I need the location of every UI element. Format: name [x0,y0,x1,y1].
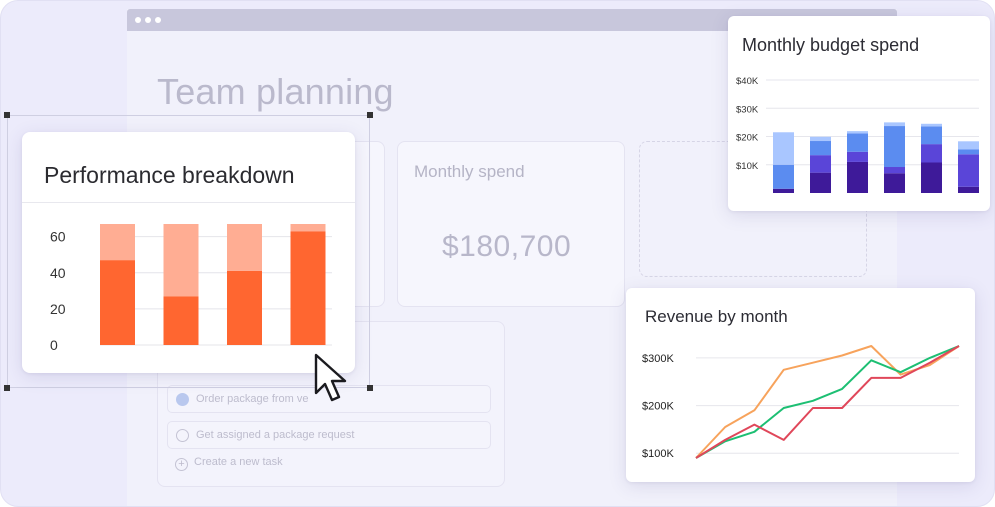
bar-segment [847,133,868,152]
mouse-pointer-icon [314,353,347,402]
resize-handle[interactable] [4,112,10,118]
bar-segment [773,188,794,193]
window-dot-icon [145,17,151,23]
revenue-card[interactable]: Revenue by month $100K $200K $300K [626,288,975,482]
bar-segment [290,224,326,232]
y-tick-label: $100K [642,448,674,460]
y-tick-label: $20K [736,133,759,144]
y-tick-label: $40K [736,76,759,87]
y-tick-label: 0 [50,337,58,353]
window-dot-icon [135,17,141,23]
y-tick-label: 60 [50,229,66,245]
create-task-button[interactable]: + Create a new task [175,456,283,471]
bar-segment [847,131,868,134]
bar-segment [100,224,135,261]
performance-breakdown-card[interactable]: Performance breakdown 0 20 40 60 [22,132,355,373]
task-label: Get assigned a package request [196,429,355,441]
bar-segment [884,122,905,127]
y-tick-label: $10K [736,161,759,172]
resize-handle[interactable] [4,385,10,391]
bar-segment [163,224,199,297]
bar-segment [773,132,794,165]
bar-segment [847,161,868,193]
window-title-bar [127,9,897,31]
bar-segment [884,173,905,193]
revenue-chart-title: Revenue by month [645,307,788,326]
bar-segment [810,172,831,193]
bar-segment [810,141,831,156]
y-tick-label: $30K [736,104,759,115]
bar-segment [884,126,905,168]
series-line [695,345,960,459]
window-dot-icon [155,17,161,23]
bar-segment [921,144,942,163]
bar-segment [958,149,979,155]
y-tick-label: 40 [50,265,66,281]
y-tick-label: $300K [642,353,674,365]
performance-chart: 0 20 40 60 [50,224,332,353]
bar-segment [100,260,135,345]
performance-chart-title: Performance breakdown [44,162,295,188]
task-row[interactable]: Get assigned a package request [167,421,491,449]
bar-segment [958,186,979,193]
task-label: Order package from ve [196,393,309,405]
monthly-spend-value: $180,700 [442,230,572,263]
bar-segment [958,141,979,150]
bar-segment [290,231,326,345]
bar-segment [773,164,794,189]
bar-segment [227,224,262,271]
plus-icon: + [175,458,188,471]
budget-chart-title: Monthly budget spend [742,35,920,55]
bar-segment [163,296,199,345]
monthly-budget-card[interactable]: Monthly budget spend $10K $20K $30K $40K [728,16,990,211]
unchecked-circle-icon[interactable] [176,429,189,442]
monthly-spend-card[interactable]: Monthly spend $180,700 [397,141,625,307]
revenue-chart: $100K $200K $300K [642,345,960,460]
selection-outline[interactable] [4,112,373,391]
bar-segment [847,151,868,162]
create-task-label: Create a new task [194,456,283,468]
bar-segment [921,162,942,193]
y-tick-label: $200K [642,401,674,413]
bar-segment [921,123,942,127]
monthly-spend-label: Monthly spend [414,162,525,181]
bar-segment [958,154,979,187]
series-line [695,345,960,459]
card-divider [22,202,355,203]
bar-segment [810,155,831,173]
budget-chart: $10K $20K $30K $40K [736,76,979,193]
resize-handle[interactable] [367,385,373,391]
page-title: Team planning [157,71,394,112]
y-tick-label: 20 [50,301,66,317]
bar-segment [921,126,942,145]
resize-handle[interactable] [367,112,373,118]
bar-segment [884,167,905,174]
bar-segment [810,136,831,142]
bar-segment [227,270,262,345]
checked-circle-icon[interactable] [176,393,189,406]
